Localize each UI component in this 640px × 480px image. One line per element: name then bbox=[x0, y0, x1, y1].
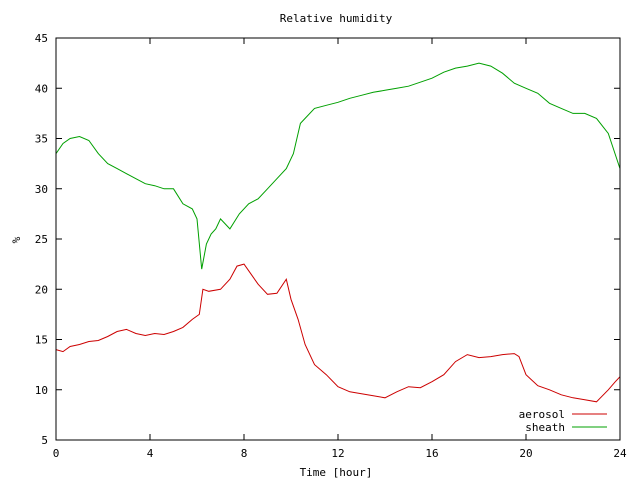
series-line-sheath bbox=[55, 62, 621, 270]
x-axis-title: Time [hour] bbox=[300, 466, 373, 479]
ticks-layer: 0 4 8 12 16 20 24 5 10 15 20 25 30 35 40 45 bbox=[35, 32, 627, 460]
y-tick-label: 30 bbox=[35, 183, 48, 196]
x-tick-label: 16 bbox=[425, 447, 438, 460]
y-tick-label: 5 bbox=[41, 434, 48, 447]
x-tick-label: 0 bbox=[53, 447, 60, 460]
y-tick-label: 20 bbox=[35, 283, 48, 296]
y-tick-label: 40 bbox=[35, 82, 48, 95]
x-tick-label: 20 bbox=[519, 447, 532, 460]
plot-frame bbox=[55, 37, 621, 441]
legend-label-aerosol: aerosol bbox=[519, 408, 565, 421]
chart-title: Relative humidity bbox=[280, 12, 393, 25]
x-tick-label: 4 bbox=[147, 447, 154, 460]
y-axis-title: % bbox=[10, 236, 23, 243]
series-layer bbox=[55, 62, 621, 403]
series-line-aerosol bbox=[55, 263, 621, 403]
x-tick-label: 24 bbox=[613, 447, 627, 460]
x-tick-label: 12 bbox=[331, 447, 344, 460]
y-tick-label: 45 bbox=[35, 32, 48, 45]
y-tick-label: 35 bbox=[35, 133, 48, 146]
x-tick-label: 8 bbox=[241, 447, 248, 460]
legend-label-sheath: sheath bbox=[525, 421, 565, 434]
y-tick-label: 15 bbox=[35, 334, 48, 347]
y-tick-label: 10 bbox=[35, 384, 48, 397]
y-tick-label: 25 bbox=[35, 233, 48, 246]
